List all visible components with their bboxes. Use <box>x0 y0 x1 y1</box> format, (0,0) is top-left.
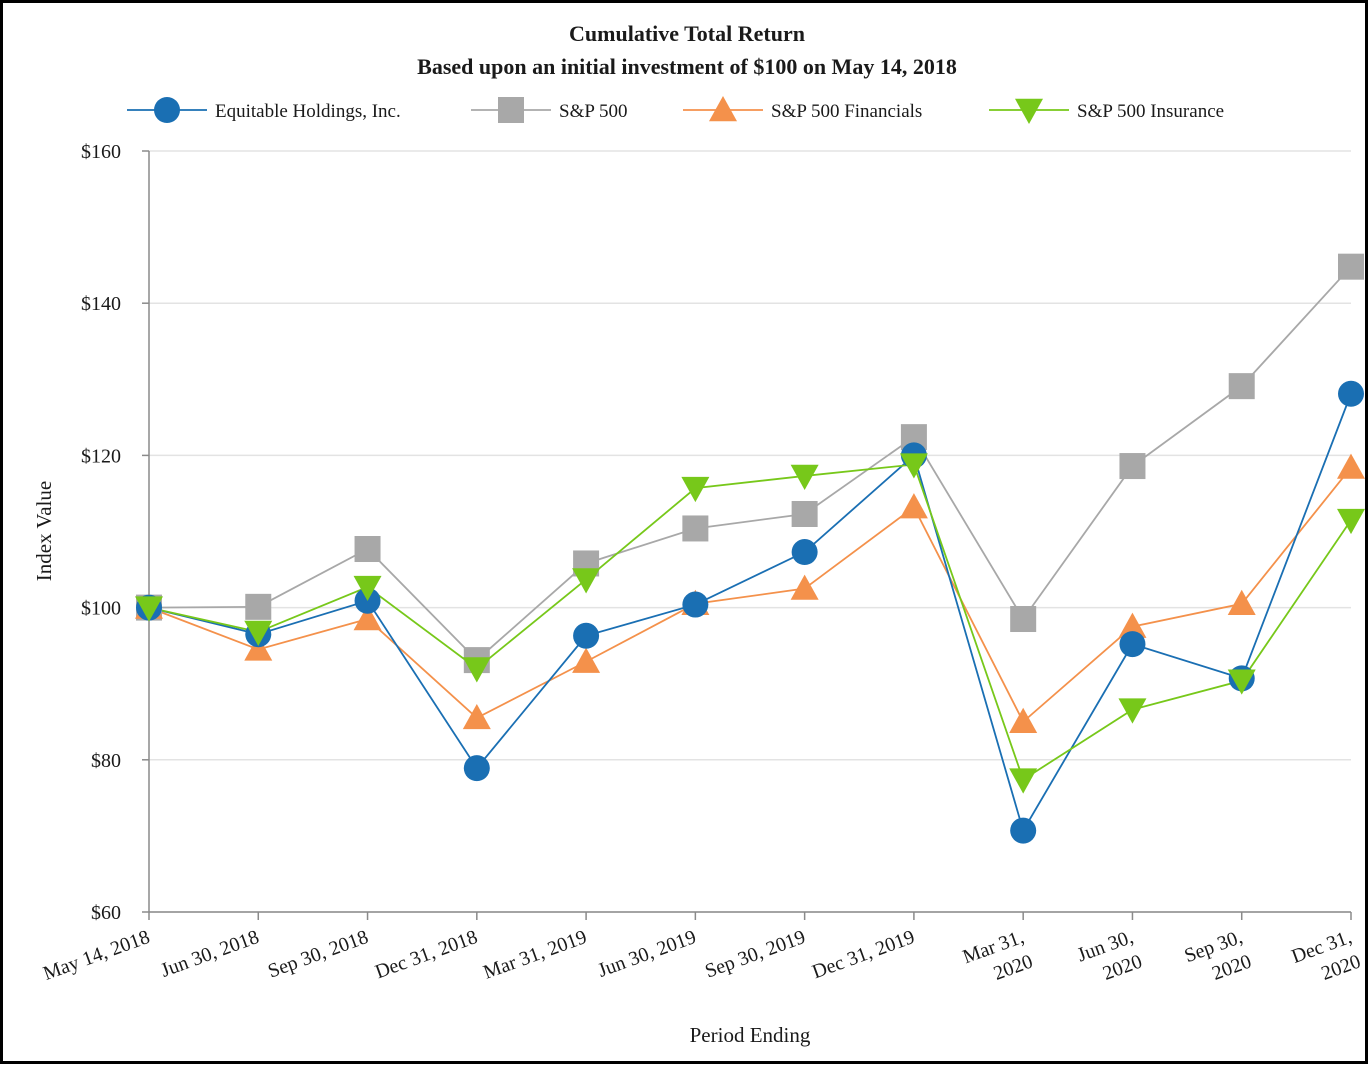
data-point <box>682 515 709 542</box>
x-tick-label: Jun 30,2020 <box>1074 926 1145 991</box>
legend-label: Equitable Holdings, Inc. <box>215 101 401 122</box>
data-point <box>572 647 601 673</box>
x-tick-label: Mar 31,2020 <box>960 926 1036 993</box>
series-line-0 <box>148 393 1352 833</box>
series-line-1 <box>148 266 1352 662</box>
data-point <box>1118 612 1147 638</box>
x-axis-label: Period Ending <box>690 1023 811 1047</box>
data-point <box>573 622 600 649</box>
chart-subtitle: Based upon an initial investment of $100… <box>417 54 957 79</box>
gridlines <box>149 150 1351 913</box>
data-point <box>244 620 273 646</box>
y-tick-label: $140 <box>81 293 121 315</box>
data-point <box>1227 669 1256 695</box>
y-tick-label: $60 <box>91 902 121 924</box>
x-tick-label: Dec 31,2020 <box>1289 926 1364 992</box>
chart-title: Cumulative Total Return <box>569 21 805 46</box>
x-tick-label-line: Jun 30, 2019 <box>595 926 699 982</box>
y-axis-label: Index Value <box>32 481 56 582</box>
data-point <box>572 568 601 594</box>
data-point <box>1010 606 1037 633</box>
y-axis-ticks: $60 $80 $100 $120 $140 $160 <box>81 141 149 924</box>
x-tick-label: Dec 31, 2019 <box>809 926 917 983</box>
data-point <box>462 657 491 683</box>
y-tick-label: $160 <box>81 141 121 163</box>
data-point <box>463 755 490 782</box>
data-point <box>1009 768 1038 794</box>
data-point <box>1338 253 1364 280</box>
data-point <box>244 635 273 661</box>
data-point <box>1010 817 1037 844</box>
data-point <box>1228 373 1255 400</box>
y-tick-label: $100 <box>81 598 121 620</box>
data-point <box>245 593 272 620</box>
data-point <box>353 605 382 631</box>
x-tick-label: Jun 30, 2018 <box>158 926 262 982</box>
data-point <box>791 539 818 566</box>
x-tick-label: Sep 30,2020 <box>1182 926 1255 992</box>
data-point <box>1337 453 1365 479</box>
legend-marker <box>1015 98 1043 124</box>
data-point <box>790 574 819 600</box>
legend: Equitable Holdings, Inc. S&P 500 S&P 500 F… <box>127 96 1224 124</box>
chart-svg: Cumulative Total Return Based upon an in… <box>32 21 1365 1047</box>
data-point <box>354 536 381 563</box>
x-axis-ticks: May 14, 2018 Jun 30, 2018 Sep 30, 2018 Dec … <box>40 912 1364 993</box>
legend-marker <box>498 97 524 123</box>
data-point <box>1118 698 1147 724</box>
data-point <box>899 493 928 519</box>
data-point <box>1119 631 1146 658</box>
data-point <box>1338 380 1364 407</box>
x-tick-label-line: Sep 30, 2018 <box>265 926 371 983</box>
x-tick-label: May 14, 2018 <box>40 926 152 985</box>
axes <box>148 151 1351 913</box>
data-point <box>1337 508 1365 535</box>
legend-label: S&P 500 Insurance <box>1077 101 1224 122</box>
data-point <box>462 703 491 730</box>
x-tick-label-line: May 14, 2018 <box>40 926 152 985</box>
data-point <box>353 575 382 602</box>
y-tick-label: $80 <box>91 750 121 772</box>
data-point <box>681 476 710 503</box>
series-layer <box>135 253 1365 844</box>
x-tick-label-line: Sep 30, 2019 <box>702 926 808 983</box>
x-tick-label-line: Dec 31, 2019 <box>809 926 917 983</box>
x-tick-label-line: Dec 31, 2018 <box>372 926 480 983</box>
legend-marker <box>154 97 180 123</box>
data-point <box>135 596 163 622</box>
legend-marker <box>709 96 737 122</box>
series-line-3 <box>148 463 1352 781</box>
x-tick-label: Mar 31, 2019 <box>480 926 589 984</box>
y-tick-label: $120 <box>81 445 121 467</box>
data-point <box>1227 589 1256 615</box>
data-point <box>790 464 819 490</box>
data-point <box>1119 453 1146 480</box>
data-point <box>791 500 818 527</box>
x-tick-label: Sep 30, 2018 <box>265 926 371 983</box>
data-point <box>1009 707 1038 733</box>
legend-label: S&P 500 Financials <box>771 101 922 122</box>
x-tick-label: Dec 31, 2018 <box>372 926 480 983</box>
x-tick-label: Jun 30, 2019 <box>595 926 699 982</box>
series-line-2 <box>148 467 1352 724</box>
x-tick-label: Sep 30, 2019 <box>702 926 808 983</box>
data-point <box>682 591 709 618</box>
x-tick-label-line: Jun 30, 2018 <box>158 926 262 982</box>
x-tick-label-line: Mar 31, 2019 <box>480 926 589 984</box>
data-point <box>899 453 928 479</box>
legend-label: S&P 500 <box>559 101 627 122</box>
